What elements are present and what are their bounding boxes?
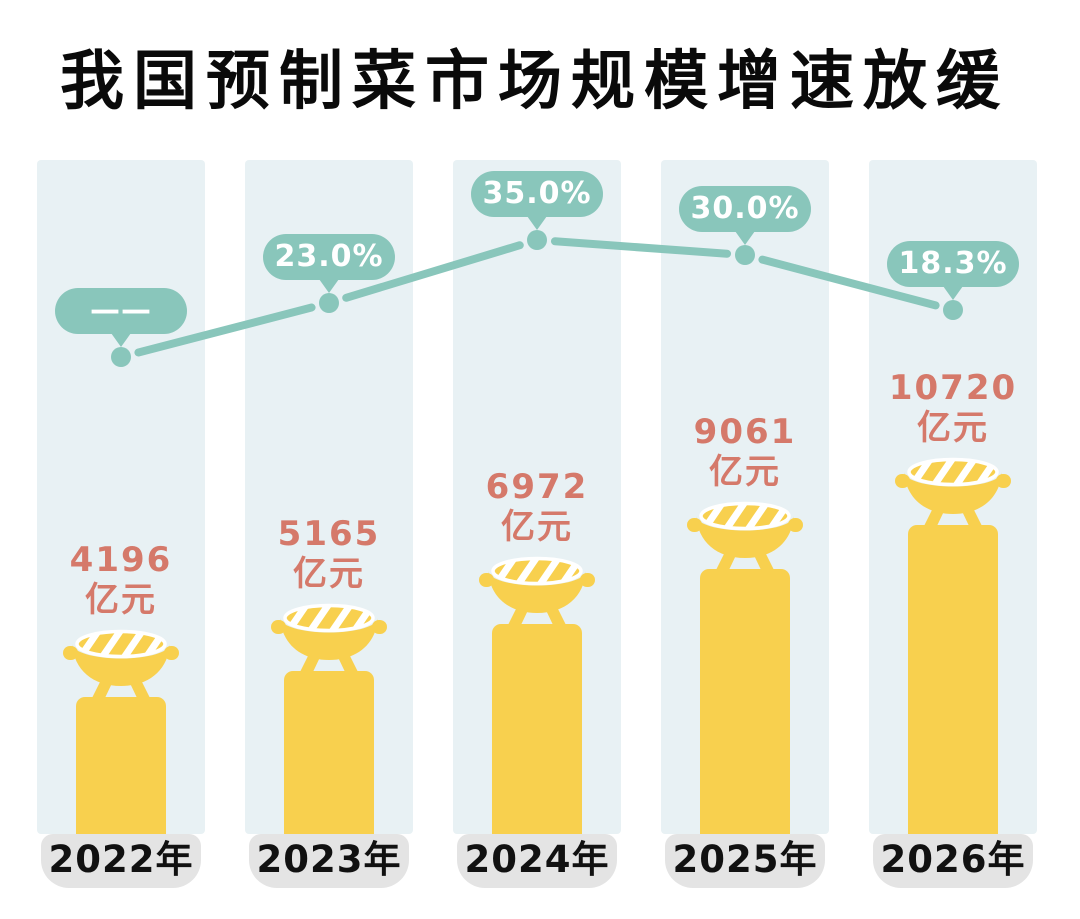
market-size-bar [700,569,790,834]
bar-value-label: 9061 亿元 [645,412,845,492]
bar-value-label: 6972 亿元 [437,467,637,547]
market-size-bar [76,697,166,834]
bbq-grill-icon [63,629,179,700]
bar-value-unit: 亿元 [917,408,989,448]
bar-value-label: 4196 亿元 [21,540,221,620]
market-size-bar [492,624,582,834]
bar-value-unit: 亿元 [501,507,573,547]
growth-rate-bubble: —— [55,288,187,347]
bar-value-number: 5165 [277,514,381,554]
bbq-grill-icon [895,457,1011,528]
bar-value-number: 9061 [693,412,797,452]
growth-rate-bubble: 35.0% [471,171,603,230]
bar-value-label: 10720 亿元 [853,368,1053,448]
bar-value-number: 6972 [485,467,589,507]
year-axis-label: 2022年 [41,834,201,888]
bbq-grill-icon [271,603,387,674]
year-axis-label: 2024年 [457,834,617,888]
growth-rate-bubble: 23.0% [263,234,395,293]
bar-value-unit: 亿元 [293,554,365,594]
bar-value-number: 10720 [888,368,1018,408]
chart-title: 我国预制菜市场规模增速放缓 [60,45,1009,119]
year-axis-label: 2023年 [249,834,409,888]
growth-rate-bubble: 30.0% [679,186,811,245]
growth-rate-bubble: 18.3% [887,241,1019,300]
market-size-bar [908,525,998,834]
bar-value-unit: 亿元 [709,452,781,492]
market-size-bar [284,671,374,834]
bar-value-unit: 亿元 [85,580,157,620]
year-axis-label: 2026年 [873,834,1033,888]
bbq-grill-icon [687,501,803,572]
bar-value-number: 4196 [69,540,173,580]
bbq-grill-icon [479,556,595,627]
year-axis-label: 2025年 [665,834,825,888]
bar-value-label: 5165 亿元 [229,514,429,594]
